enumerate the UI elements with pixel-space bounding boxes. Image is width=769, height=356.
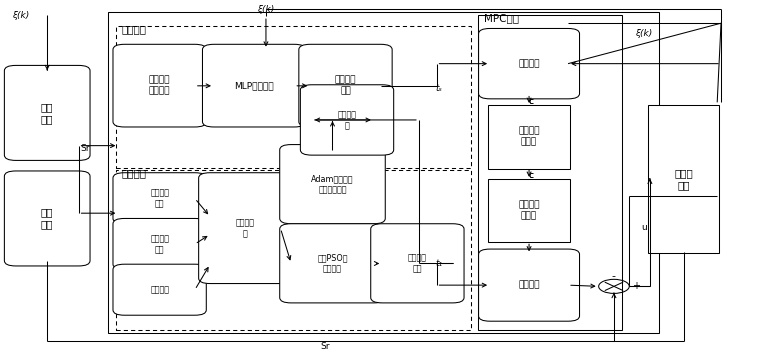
- Text: 无人履
带车: 无人履 带车: [674, 168, 693, 190]
- Text: 离线部分: 离线部分: [122, 168, 146, 178]
- FancyBboxPatch shape: [301, 85, 394, 155]
- Text: MLP神经网络: MLP神经网络: [235, 81, 274, 90]
- FancyBboxPatch shape: [113, 44, 206, 127]
- Text: 速度
规划: 速度 规划: [41, 207, 54, 230]
- Text: tₛ: tₛ: [436, 84, 443, 93]
- FancyBboxPatch shape: [198, 173, 292, 283]
- FancyBboxPatch shape: [5, 171, 90, 266]
- Text: c: c: [529, 171, 534, 180]
- FancyBboxPatch shape: [478, 28, 580, 99]
- Text: ξ(k): ξ(k): [634, 28, 652, 37]
- Text: 在线部分: 在线部分: [122, 25, 146, 35]
- Text: 目标函数: 目标函数: [518, 281, 540, 290]
- FancyBboxPatch shape: [488, 179, 571, 242]
- Text: 电机外特
性约束: 电机外特 性约束: [518, 200, 540, 221]
- Text: 最优控制
参数: 最优控制 参数: [335, 75, 356, 96]
- Text: 历史数据
集: 历史数据 集: [236, 218, 255, 238]
- FancyBboxPatch shape: [5, 66, 90, 161]
- Text: u: u: [641, 224, 647, 232]
- Text: 训练数据
集: 训练数据 集: [338, 110, 357, 130]
- Text: t₁: t₁: [436, 259, 443, 268]
- FancyBboxPatch shape: [299, 44, 392, 127]
- Text: Adam学习率自
适应优化算法: Adam学习率自 适应优化算法: [311, 174, 354, 194]
- Text: Sr: Sr: [321, 342, 331, 351]
- Text: 运动基元
类型提取: 运动基元 类型提取: [149, 75, 171, 96]
- FancyBboxPatch shape: [280, 145, 385, 224]
- Text: ξ(k): ξ(k): [258, 5, 275, 14]
- FancyBboxPatch shape: [371, 224, 464, 303]
- FancyBboxPatch shape: [113, 173, 206, 224]
- Text: 车辆状态: 车辆状态: [150, 285, 169, 294]
- Text: +: +: [632, 281, 641, 291]
- Text: 路径
规划: 路径 规划: [41, 102, 54, 124]
- Text: 轨迹跟踪
响应: 轨迹跟踪 响应: [150, 234, 169, 254]
- Text: c: c: [529, 97, 534, 106]
- Text: 运动基元
类型: 运动基元 类型: [150, 188, 169, 208]
- Text: 车辆模型: 车辆模型: [518, 59, 540, 68]
- Text: MPC模型: MPC模型: [484, 14, 519, 23]
- FancyBboxPatch shape: [116, 170, 471, 330]
- Text: 改进PSO粒
子群算法: 改进PSO粒 子群算法: [318, 253, 348, 273]
- FancyBboxPatch shape: [113, 264, 206, 315]
- Text: Sr: Sr: [80, 144, 90, 153]
- Text: 最优参数
组合: 最优参数 组合: [408, 253, 427, 273]
- Text: 车辆运动
学约束: 车辆运动 学约束: [518, 127, 540, 147]
- FancyBboxPatch shape: [280, 224, 385, 303]
- FancyBboxPatch shape: [478, 249, 580, 321]
- Text: c: c: [529, 97, 534, 106]
- FancyBboxPatch shape: [108, 12, 659, 333]
- FancyBboxPatch shape: [202, 44, 306, 127]
- FancyBboxPatch shape: [116, 26, 471, 168]
- FancyBboxPatch shape: [113, 219, 206, 269]
- FancyBboxPatch shape: [647, 105, 720, 253]
- FancyBboxPatch shape: [478, 15, 621, 330]
- Text: c: c: [529, 171, 534, 180]
- FancyBboxPatch shape: [488, 105, 571, 168]
- Text: -: -: [612, 272, 616, 282]
- Text: ξ(k): ξ(k): [12, 11, 29, 20]
